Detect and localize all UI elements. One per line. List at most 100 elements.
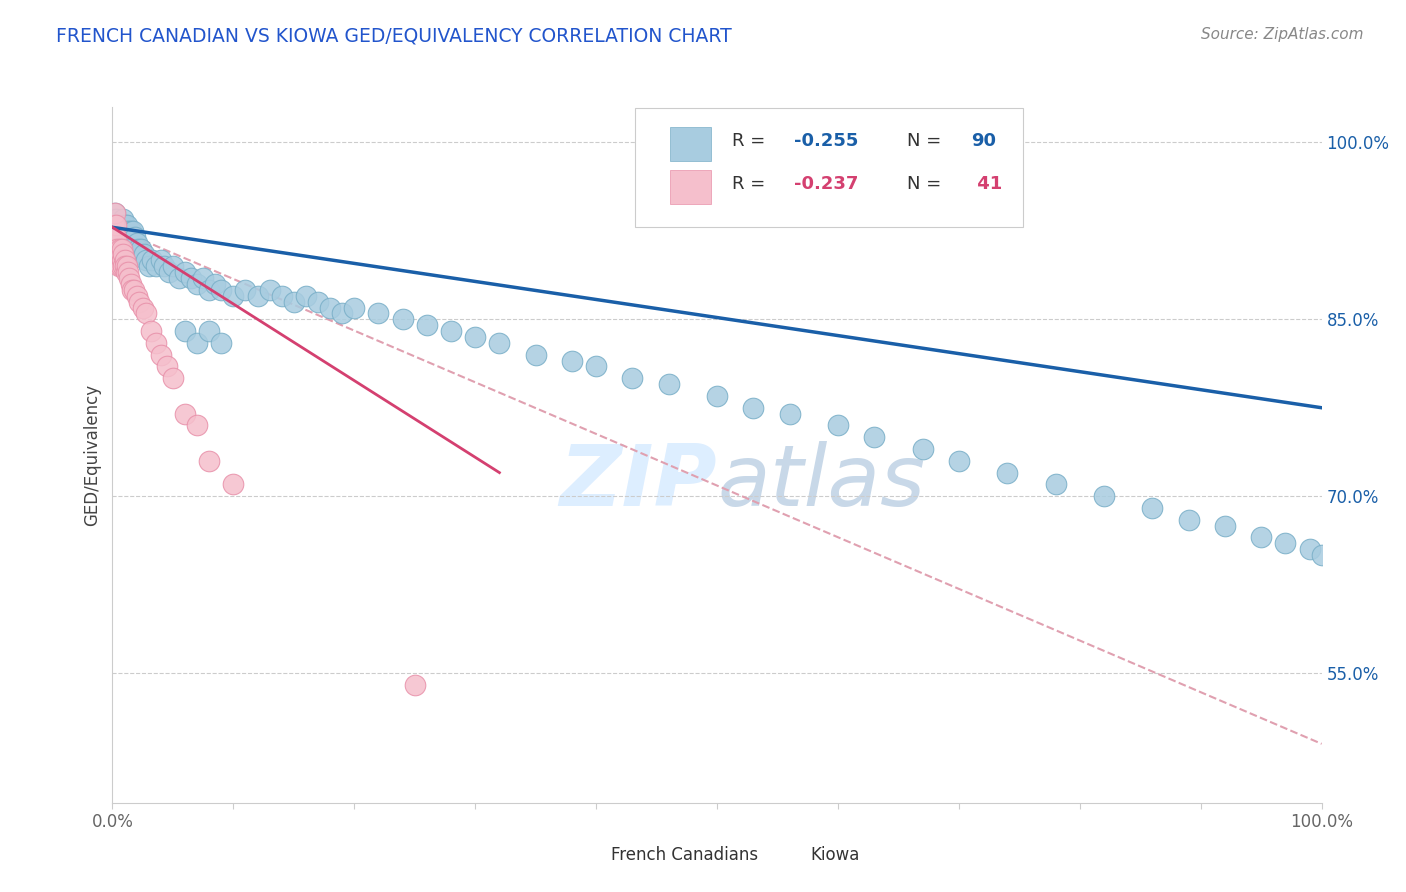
Point: [198, 324, 221, 338]
Point: [488, 335, 510, 350]
Point: [105, 229, 128, 244]
Point: [128, 294, 150, 309]
Point: [112, 259, 135, 273]
Point: [235, 283, 257, 297]
Point: [1213, 518, 1236, 533]
Point: [222, 289, 245, 303]
Point: [115, 259, 138, 273]
Point: [524, 348, 547, 362]
Point: [186, 418, 208, 433]
Point: [117, 235, 139, 250]
Point: [114, 218, 136, 232]
Point: [145, 259, 167, 273]
Point: [174, 265, 197, 279]
Point: [127, 242, 149, 256]
Text: -0.237: -0.237: [794, 175, 859, 194]
Point: [117, 265, 139, 279]
Point: [108, 253, 131, 268]
Point: [149, 348, 172, 362]
Point: [105, 242, 128, 256]
Point: [111, 253, 134, 268]
Point: [114, 229, 136, 244]
Point: [138, 259, 160, 273]
Text: 90: 90: [972, 132, 995, 150]
Point: [120, 235, 142, 250]
Point: [1274, 536, 1296, 550]
Point: [416, 318, 439, 333]
Point: [145, 335, 167, 350]
Point: [108, 242, 131, 256]
Point: [128, 247, 150, 261]
Point: [105, 218, 128, 232]
Point: [114, 253, 136, 268]
Point: [209, 283, 232, 297]
Point: [104, 206, 127, 220]
Point: [103, 218, 125, 232]
Point: [180, 271, 202, 285]
Point: [391, 312, 413, 326]
FancyBboxPatch shape: [636, 109, 1024, 227]
Point: [307, 294, 329, 309]
Point: [105, 218, 128, 232]
Point: [157, 265, 180, 279]
Point: [132, 247, 155, 261]
Point: [911, 442, 934, 456]
Point: [115, 218, 138, 232]
Text: Source: ZipAtlas.com: Source: ZipAtlas.com: [1201, 27, 1364, 42]
FancyBboxPatch shape: [571, 845, 603, 868]
Point: [863, 430, 886, 444]
Point: [186, 335, 208, 350]
Point: [343, 301, 366, 315]
Text: N =: N =: [907, 175, 946, 194]
Point: [186, 277, 208, 291]
Point: [105, 212, 128, 227]
Point: [561, 353, 583, 368]
Point: [204, 277, 226, 291]
Point: [330, 306, 353, 320]
Point: [110, 218, 132, 232]
Point: [742, 401, 765, 415]
Point: [1177, 513, 1199, 527]
Text: -0.255: -0.255: [794, 132, 859, 150]
Point: [174, 407, 197, 421]
Text: ZIP: ZIP: [560, 442, 717, 524]
Y-axis label: GED/Equivalency: GED/Equivalency: [83, 384, 101, 526]
Point: [1045, 477, 1067, 491]
Point: [120, 224, 142, 238]
Point: [827, 418, 849, 433]
Point: [122, 242, 145, 256]
Point: [153, 259, 176, 273]
Point: [110, 247, 132, 261]
Point: [198, 283, 221, 297]
Point: [103, 229, 125, 244]
Point: [621, 371, 644, 385]
Point: [1142, 500, 1164, 515]
Point: [995, 466, 1018, 480]
Point: [121, 229, 143, 244]
Point: [246, 289, 269, 303]
Text: 41: 41: [972, 175, 1002, 194]
Text: Kiowa: Kiowa: [810, 846, 859, 864]
Point: [135, 306, 157, 320]
Point: [1298, 542, 1320, 557]
Text: N =: N =: [907, 132, 946, 150]
Point: [367, 306, 389, 320]
Point: [141, 253, 163, 268]
Point: [104, 206, 127, 220]
Point: [125, 289, 148, 303]
Point: [404, 678, 426, 692]
Point: [111, 218, 134, 232]
Point: [105, 253, 128, 268]
Point: [117, 229, 139, 244]
Point: [114, 265, 136, 279]
Point: [114, 259, 136, 273]
Point: [198, 454, 221, 468]
Point: [107, 224, 129, 238]
Point: [319, 301, 342, 315]
Point: [149, 253, 172, 268]
Point: [222, 477, 245, 491]
Point: [120, 277, 142, 291]
Point: [112, 224, 135, 238]
Point: [135, 253, 157, 268]
Point: [162, 259, 184, 273]
